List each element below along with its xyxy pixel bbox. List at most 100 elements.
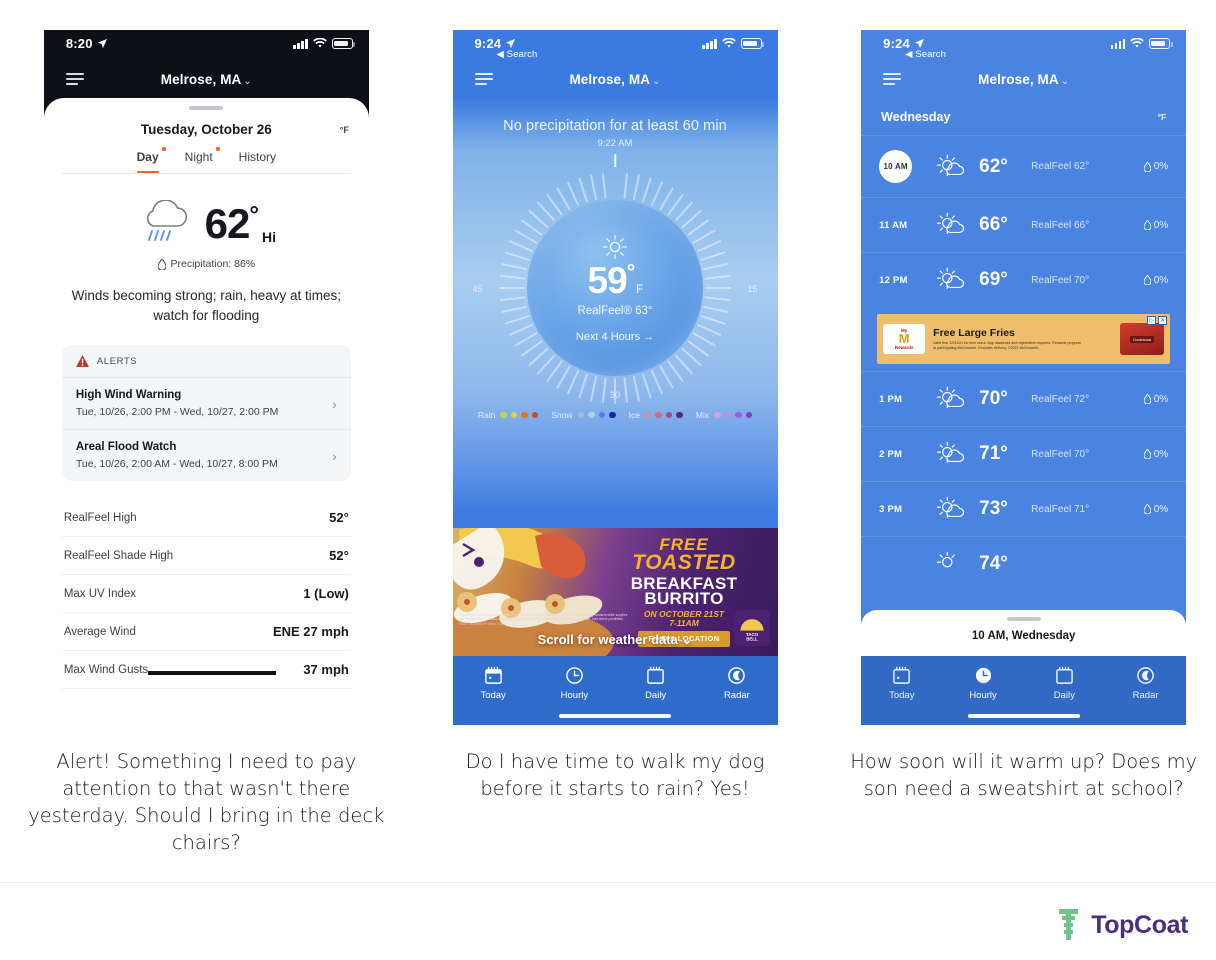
hamburger-icon[interactable] — [474, 73, 493, 85]
selected-hour-sheet[interactable]: 10 AM, Wednesday — [861, 610, 1187, 656]
hour-realfeel: RealFeel 62° — [1031, 161, 1090, 172]
location-arrow-icon — [914, 38, 925, 49]
droplet-icon — [1143, 161, 1151, 172]
close-icon[interactable]: ✕ — [1158, 316, 1168, 325]
hamburger-icon[interactable] — [883, 73, 902, 85]
caption-1: Alert! Something I need to pay attention… — [28, 750, 385, 854]
hour-realfeel: RealFeel 70° — [1031, 274, 1090, 286]
alert-item[interactable]: High Wind Warning Tue, 10/26, 2:00 PM - … — [61, 378, 351, 431]
nav-hourly-label: Hourly — [969, 690, 997, 701]
hourly-row[interactable]: 2 PM 71° RealFeel 70° 0% — [861, 426, 1187, 481]
hour-precip-value: 0% — [1153, 274, 1169, 286]
nav-daily-label: Daily — [1053, 690, 1075, 701]
location-selector[interactable]: Melrose, MA ⌄ — [861, 72, 1186, 87]
minutecast-dial: 9:22 AM 45 15 30 — [453, 138, 778, 408]
chevron-down-icon: ⌄ — [1060, 75, 1070, 87]
droplet-icon — [1143, 220, 1151, 230]
day-name: Wednesday — [881, 110, 951, 124]
dial-ray — [704, 296, 731, 302]
back-to-search-link[interactable]: ◀ Search — [496, 49, 538, 60]
dial-center[interactable]: 59 ° F RealFeel® 63° Next 4 Hours → — [527, 200, 703, 376]
app-bar: Melrose, MA ⌄ — [453, 60, 778, 98]
nav-radar[interactable]: Radar — [1105, 666, 1186, 701]
hourly-row-partial[interactable]: 74° — [861, 536, 1187, 591]
status-left: 9:24 ◀ Search — [883, 36, 946, 60]
alert-text-group: High Wind Warning Tue, 10/26, 2:00 PM - … — [76, 389, 279, 418]
hourly-row[interactable]: 12 PM 69° RealFeel 70° 0% — [861, 252, 1187, 307]
dial-ray — [504, 314, 530, 325]
calendar-icon — [484, 666, 502, 684]
status-time-group: 8:20 — [66, 36, 108, 51]
forecast-date: Tuesday, October 26 — [140, 122, 272, 137]
hour-precip-prob: 0% — [1143, 161, 1168, 172]
alerts-header-label: ALERTS — [96, 355, 138, 367]
nav-hourly[interactable]: Hourly — [534, 666, 615, 701]
hour-temp: 74° — [979, 553, 1008, 574]
sheet-grabber[interactable] — [1006, 617, 1041, 621]
tab-day-label: Day — [136, 150, 159, 164]
unit-toggle[interactable]: °F — [339, 125, 349, 135]
legend-swatch — [500, 411, 507, 419]
unit-toggle[interactable]: °F — [1157, 112, 1167, 122]
detail-value: ENE 27 mph — [272, 624, 349, 640]
detail-row: Average Wind ENE 27 mph — [61, 613, 351, 652]
nav-daily[interactable]: Daily — [615, 666, 696, 701]
legend-swatch — [676, 411, 683, 419]
hour-precip-prob: 0% — [1143, 394, 1168, 405]
nav-hourly[interactable]: Hourly — [942, 666, 1023, 701]
legend-mix: Mix — [696, 410, 753, 420]
cellular-bars-icon — [293, 39, 308, 49]
ad-cta-button[interactable]: FIND A LOCATION — [638, 631, 730, 648]
nav-today[interactable]: Today — [453, 666, 534, 701]
next-hours-link[interactable]: Next 4 Hours → — [575, 330, 655, 343]
status-time-group: 9:24 — [883, 36, 946, 51]
ad-disclaimer: At participating U.S. locations. Limit 1… — [458, 613, 628, 626]
temp-value: 59 — [587, 259, 628, 301]
dial-label-15: 15 — [747, 284, 758, 294]
column-1: 8:20 Melrose, MA ⌄ — [14, 30, 399, 857]
location-arrow-icon — [97, 38, 107, 49]
tab-divider — [61, 173, 351, 174]
nav-radar[interactable]: Radar — [696, 666, 777, 701]
nav-daily[interactable]: Daily — [1024, 666, 1105, 701]
alert-item[interactable]: Areal Flood Watch Tue, 10/26, 2:00 AM - … — [62, 430, 351, 481]
taco-bell-logo-icon: TACO BELL — [733, 610, 770, 646]
advertisement-banner[interactable]: FREE TOASTED BREAKFAST BURRITO ON OCTOBE… — [452, 528, 778, 656]
hourly-row[interactable]: 10 AM 62° RealFeel 62° 0% — [861, 135, 1187, 197]
legend-swatch — [598, 411, 606, 419]
hourly-row[interactable]: 1 PM 70° RealFeel 72° 0% — [861, 371, 1187, 426]
nav-radar-label: Radar — [723, 690, 750, 701]
home-indicator[interactable] — [967, 714, 1080, 718]
weather-description: Winds becoming strong; rain, heavy at ti… — [71, 288, 342, 323]
golden-arches-icon: M — [898, 331, 910, 347]
location-name: Melrose, MA — [160, 71, 242, 87]
scroll-for-weather-data[interactable]: Scroll for weather data ⌄ — [453, 632, 778, 648]
hour-temp: 70° — [979, 388, 1008, 409]
advertisement-banner[interactable]: My M Rewards Free Large Fries Valid thru… — [877, 314, 1171, 364]
sheet-grabber[interactable] — [189, 106, 224, 110]
hourly-row[interactable]: 11 AM 66° RealFeel 66° 0% — [861, 197, 1187, 252]
tab-day[interactable]: Day — [136, 147, 166, 173]
sunny-icon — [602, 234, 628, 259]
hamburger-icon[interactable] — [65, 73, 84, 85]
home-indicator[interactable] — [559, 714, 671, 718]
calendar-icon — [647, 666, 664, 684]
hour-temp: 62° — [979, 155, 1008, 177]
hour-time: 2 PM — [879, 448, 903, 460]
nav-today[interactable]: Today — [861, 666, 942, 701]
ad-copy: Free Large Fries Valid thru 12/31/21 for… — [925, 327, 1120, 351]
location-selector[interactable]: Melrose, MA ⌄ — [44, 72, 369, 87]
dial-ray — [589, 174, 598, 201]
location-selector[interactable]: Melrose, MA ⌄ — [453, 72, 778, 87]
back-to-search-link[interactable]: ◀ Search — [905, 49, 947, 60]
tab-history[interactable]: History — [239, 150, 276, 173]
hourly-row[interactable]: 3 PM 73° RealFeel 71° 0% — [861, 481, 1187, 536]
legend-swatch — [577, 411, 585, 419]
adchoices-icon[interactable]: ▷ — [1147, 316, 1157, 325]
tab-night[interactable]: Night — [185, 147, 220, 173]
nav-today-label: Today — [889, 690, 915, 701]
calendar-icon — [893, 666, 911, 684]
degree-symbol: ° — [626, 260, 635, 284]
dial-ray — [650, 181, 664, 207]
legend-rain-label: Rain — [477, 410, 496, 420]
